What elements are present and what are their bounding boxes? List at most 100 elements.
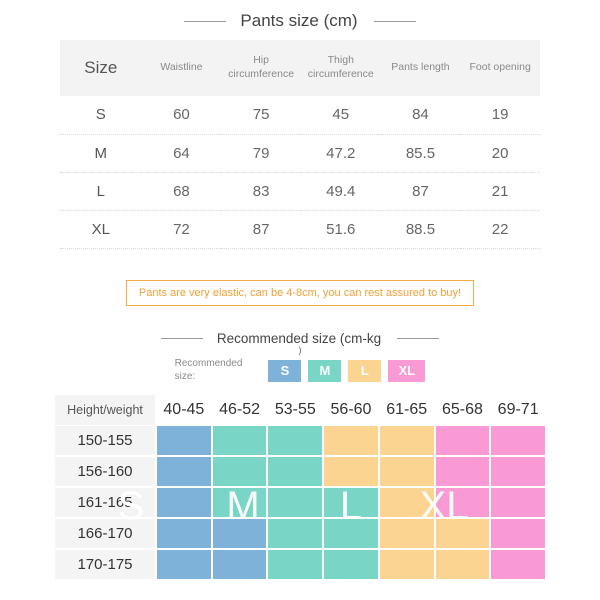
legend-label-line2: size: (174, 370, 196, 382)
weight-column-header: 46-52 (212, 394, 267, 425)
value-cell: 75 (221, 96, 301, 135)
value-cell: 87 (380, 172, 461, 211)
value-cell: 68 (141, 172, 222, 211)
grid-cell (157, 518, 211, 548)
title-dash-right (397, 337, 440, 339)
value-cell: 87 (221, 210, 301, 249)
height-row-label: 166-170 (55, 518, 155, 548)
grid-cell (435, 549, 490, 579)
grid-cell (435, 518, 490, 548)
table-row: L 68 83 49.4 87 21 (60, 172, 540, 211)
grid-cell (212, 549, 267, 579)
value-cell: 47.2 (300, 134, 381, 173)
column-header-size: Size (84, 57, 118, 77)
grid-corner-label: Height/weight (55, 394, 155, 425)
table-row: S 60 75 45 84 19 (60, 96, 540, 135)
grid-cell (268, 549, 323, 579)
legend-label-line1: Recommended (174, 358, 243, 369)
grid-cell (491, 518, 545, 548)
column-header-foot: Foot opening (469, 61, 531, 74)
grid-cell (435, 487, 490, 517)
weight-column-header: 56-60 (324, 394, 378, 425)
grid-cell (324, 518, 378, 548)
title-dash-right (373, 20, 416, 22)
weight-column-header: 40-45 (157, 394, 211, 425)
value-cell: 60 (141, 96, 222, 135)
grid-cell (379, 549, 434, 579)
legend-swatch-l: L (348, 359, 382, 382)
column-header-thigh: Thigh circumference (307, 54, 374, 80)
column-header-hip: Hip circumference (228, 54, 295, 80)
size-legend: Recommended size: S M L XL (0, 358, 600, 384)
grid-cell (268, 518, 323, 548)
pants-size-title-row: Pants size (cm) (0, 0, 600, 31)
grid-cell (491, 425, 545, 455)
pants-size-table-wrap: Size Waistline Hip circumference Thigh c… (0, 40, 600, 249)
value-cell: 21 (460, 172, 540, 211)
pants-size-table: Size Waistline Hip circumference Thigh c… (60, 40, 540, 249)
grid-cell (157, 456, 211, 486)
grid-cell (268, 487, 323, 517)
grid-cell (379, 518, 434, 548)
size-cell: S (60, 96, 142, 135)
recommendation-grid-wrap: Height/weight 40-45 46-52 53-55 56-60 61… (0, 394, 600, 579)
recommended-title-wrap-char: ) (298, 344, 302, 355)
recommendation-grid: Height/weight 40-45 46-52 53-55 56-60 61… (55, 394, 545, 579)
grid-cell (157, 487, 211, 517)
grid-cell (491, 549, 545, 579)
size-cell: M (60, 134, 142, 173)
grid-cell (324, 549, 378, 579)
title-dash-left (184, 20, 227, 22)
height-row-label: 161-165 (55, 487, 155, 517)
value-cell: 85.5 (380, 134, 461, 173)
value-cell: 20 (460, 134, 540, 173)
grid-cell (435, 456, 490, 486)
value-cell: 83 (221, 172, 301, 211)
title-dash-left (160, 337, 203, 339)
value-cell: 51.6 (300, 210, 381, 249)
value-cell: 22 (460, 210, 540, 249)
size-cell: XL (60, 210, 142, 249)
table-row: XL 72 87 51.6 88.5 22 (60, 210, 540, 249)
column-header-waistline: Waistline (160, 61, 203, 74)
grid-cell (379, 425, 434, 455)
grid-cell (379, 456, 434, 486)
value-cell: 88.5 (380, 210, 461, 249)
legend-swatch-s: S (268, 359, 302, 382)
size-cell: L (60, 172, 142, 211)
grid-cell (435, 425, 490, 455)
page-title: Pants size (cm) (240, 11, 358, 30)
grid-cell (324, 487, 378, 517)
grid-cell (268, 425, 323, 455)
elastic-note-banner: Pants are very elastic, can be 4-8cm, yo… (125, 279, 475, 306)
grid-cell (212, 425, 267, 455)
weight-column-header: 53-55 (268, 394, 323, 425)
value-cell: 72 (141, 210, 222, 249)
grid-cell (491, 456, 545, 486)
table-row: M 64 79 47.2 85.5 20 (60, 134, 540, 173)
recommended-title-row: Recommended size (cm-kg (0, 331, 600, 346)
column-header-length: Pants length (391, 61, 450, 74)
value-cell: 79 (221, 134, 301, 173)
grid-cell (157, 425, 211, 455)
size-chart-page: Pants size (cm) Size Waistline Hip circu… (0, 0, 600, 579)
grid-cell (491, 487, 545, 517)
elastic-note-wrap: Pants are very elastic, can be 4-8cm, yo… (0, 279, 600, 306)
grid-cell (324, 456, 378, 486)
value-cell: 19 (460, 96, 540, 135)
height-row-label: 170-175 (55, 549, 155, 579)
legend-label: Recommended size: (175, 358, 243, 383)
value-cell: 84 (380, 96, 461, 135)
recommended-title: Recommended size (cm-kg (216, 330, 382, 346)
grid-cell (268, 456, 323, 486)
weight-column-header: 65-68 (435, 394, 490, 425)
grid-cell (324, 425, 378, 455)
grid-cell (379, 487, 434, 517)
grid-cell (157, 549, 211, 579)
value-cell: 64 (141, 134, 222, 173)
weight-column-header: 69-71 (491, 394, 545, 425)
legend-swatch-xl: XL (388, 359, 426, 382)
height-row-label: 156-160 (55, 456, 155, 486)
grid-cell (212, 518, 267, 548)
grid-cell (212, 456, 267, 486)
